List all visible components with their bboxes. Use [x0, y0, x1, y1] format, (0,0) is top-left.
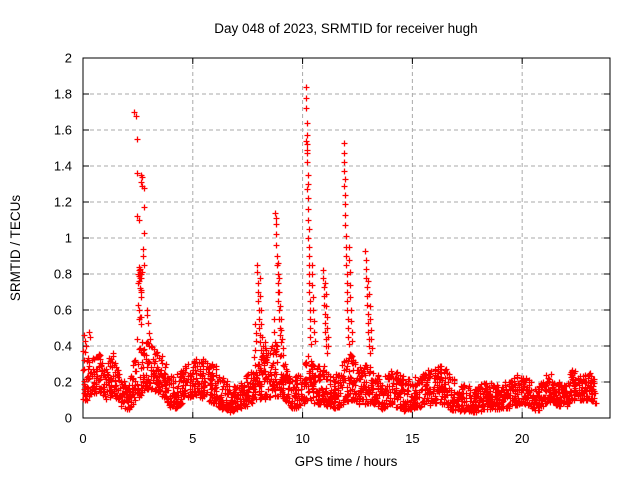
- y-axis-label: SRMTID / TECUs: [8, 195, 23, 302]
- x-tick-label: 10: [295, 431, 309, 446]
- y-tick-label: 0.4: [54, 339, 72, 354]
- y-tick-label: 1.6: [54, 123, 72, 138]
- tick-labels: 0 5 10 15 20 0 0.2 0.4 0.6 0.8 1 1.2 1.4 1.6 1.8 2: [54, 51, 529, 447]
- grid-lines: [83, 58, 610, 418]
- x-tick-label: 5: [189, 431, 196, 446]
- plot-border: [82, 57, 611, 419]
- y-tick-label: 0: [65, 411, 72, 426]
- y-tick-label: 0.6: [54, 303, 72, 318]
- y-tick-label: 2: [65, 51, 72, 66]
- y-tick-label: 1.2: [54, 195, 72, 210]
- y-tick-label: 1: [65, 231, 72, 246]
- scatter-markers: [80, 84, 600, 416]
- x-axis-label: GPS time / hours: [295, 454, 398, 469]
- data-points: [80, 84, 600, 416]
- x-tick-label: 0: [79, 431, 86, 446]
- y-tick-label: 1.4: [54, 159, 72, 174]
- chart-title: Day 048 of 2023, SRMTID for receiver hug…: [214, 21, 477, 36]
- x-tick-label: 15: [405, 431, 419, 446]
- y-tick-label: 1.8: [54, 87, 72, 102]
- y-tick-label: 0.8: [54, 267, 72, 282]
- x-tick-label: 20: [515, 431, 529, 446]
- y-tick-label: 0.2: [54, 375, 72, 390]
